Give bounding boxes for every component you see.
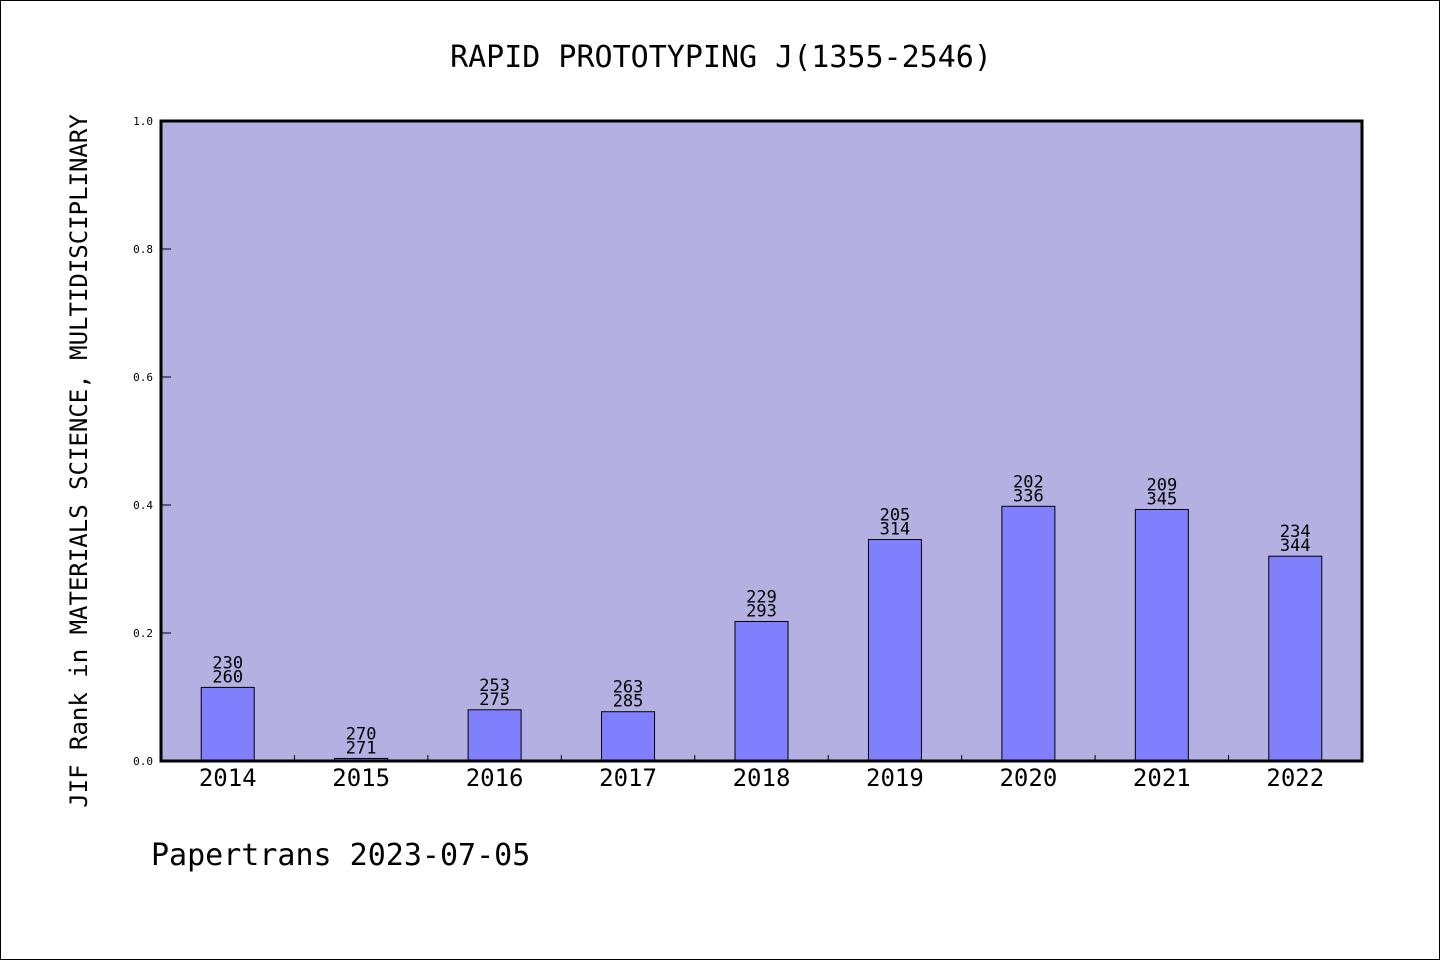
x-tick-label: 2018 bbox=[733, 764, 791, 792]
bar-2022 bbox=[1268, 555, 1323, 762]
data-label-bottom: 260 bbox=[212, 667, 243, 687]
bar-2014 bbox=[200, 686, 255, 762]
data-label-top: 202 bbox=[1013, 472, 1044, 492]
data-label-top: 229 bbox=[746, 587, 777, 607]
ticks-group: 0.0 0.2 0.4 0.6 0.8 1.0 2014 2015 2016 2017 2018 20… bbox=[133, 115, 1324, 792]
bar-2021 bbox=[1134, 508, 1189, 762]
data-label-top: 253 bbox=[479, 676, 510, 696]
x-tick-label: 2020 bbox=[999, 764, 1057, 792]
x-tick-label: 2019 bbox=[866, 764, 924, 792]
data-label-bottom: 271 bbox=[346, 738, 377, 758]
data-label-bottom: 314 bbox=[880, 520, 911, 540]
data-label-bottom: 345 bbox=[1146, 489, 1177, 509]
data-label-bottom: 344 bbox=[1280, 536, 1311, 556]
bar-2020 bbox=[1001, 505, 1056, 762]
data-label-bottom: 293 bbox=[746, 601, 777, 621]
bar-2017 bbox=[601, 711, 656, 762]
data-label-top: 230 bbox=[212, 653, 243, 673]
bar-2018 bbox=[734, 620, 789, 762]
data-label-top: 209 bbox=[1146, 475, 1177, 495]
y-tick-label: 0.6 bbox=[133, 371, 153, 384]
y-tick-label: 0.2 bbox=[133, 627, 153, 640]
bars-group: 2302602702712532752632852292932053142023… bbox=[200, 472, 1323, 762]
bar-2019 bbox=[867, 539, 922, 762]
y-tick-label: 0.8 bbox=[133, 243, 153, 256]
y-tick-label: 0.4 bbox=[133, 499, 153, 512]
data-label-top: 263 bbox=[613, 678, 644, 698]
x-tick-label: 2014 bbox=[199, 764, 257, 792]
x-tick-label: 2016 bbox=[466, 764, 524, 792]
y-tick-label: 0.0 bbox=[133, 755, 153, 768]
data-label-bottom: 285 bbox=[613, 692, 644, 712]
data-label-bottom: 275 bbox=[479, 690, 510, 710]
data-label-top: 234 bbox=[1280, 522, 1311, 542]
data-label-top: 270 bbox=[346, 724, 377, 744]
y-axis-label: JIF Rank in MATERIALS SCIENCE, MULTIDISC… bbox=[65, 114, 93, 808]
data-label-top: 205 bbox=[880, 506, 911, 526]
x-tick-label: 2015 bbox=[332, 764, 390, 792]
x-tick-label: 2017 bbox=[599, 764, 657, 792]
x-tick-label: 2022 bbox=[1266, 764, 1324, 792]
footer-credit: Papertrans 2023-07-05 bbox=[151, 838, 530, 873]
plot-border bbox=[159, 119, 1364, 763]
chart-title: RAPID PROTOTYPING J(1355-2546) bbox=[450, 40, 992, 75]
y-tick-label: 1.0 bbox=[133, 115, 153, 128]
x-tick-label: 2021 bbox=[1133, 764, 1191, 792]
bar-2016 bbox=[467, 709, 522, 762]
data-label-bottom: 336 bbox=[1013, 486, 1044, 506]
